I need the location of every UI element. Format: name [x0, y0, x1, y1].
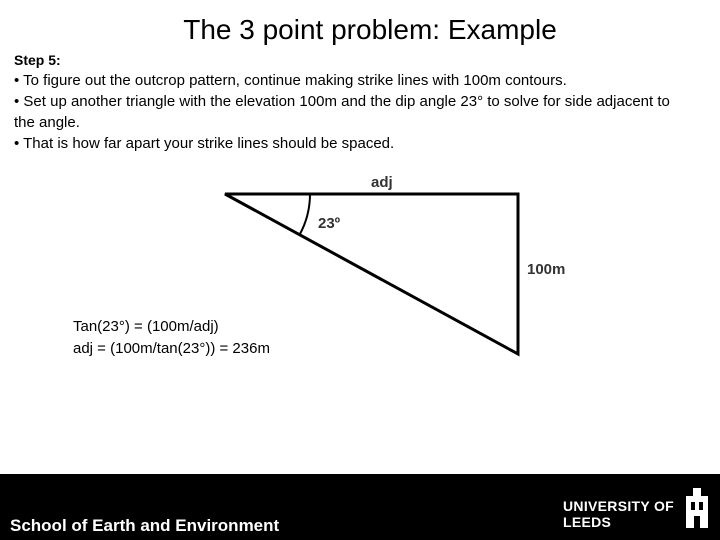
- angle-arc: [298, 193, 311, 236]
- triangle: [224, 192, 520, 357]
- formula-line: Tan(23°) = (100m/adj): [73, 318, 219, 335]
- step-label: Step 5:: [14, 52, 61, 68]
- logo: [686, 488, 708, 528]
- top-label: adj: [371, 174, 393, 191]
- title: The 3 point problem: Example: [183, 14, 557, 45]
- formula: Tan(23°) = (100m/adj) adj = (100m/tan(23…: [73, 316, 270, 360]
- bullet: • Set up another triangle with the eleva…: [14, 93, 670, 131]
- bullet-list: • To figure out the outcrop pattern, con…: [14, 70, 694, 154]
- bullet: • That is how far apart your strike line…: [14, 135, 395, 152]
- triangle-diagram: adj 23º 100m: [224, 174, 565, 357]
- school-name: School of Earth and Environment: [10, 516, 280, 535]
- bullet: • To figure out the outcrop pattern, con…: [14, 72, 567, 89]
- angle-label: 23º: [318, 215, 341, 232]
- side-label: 100m: [527, 261, 565, 278]
- university-name: UNIVERSITY OF LEEDS: [563, 498, 674, 530]
- footer: School of Earth and Environment UNIVERSI…: [0, 474, 720, 540]
- formula-line: adj = (100m/tan(23°)) = 236m: [73, 340, 270, 357]
